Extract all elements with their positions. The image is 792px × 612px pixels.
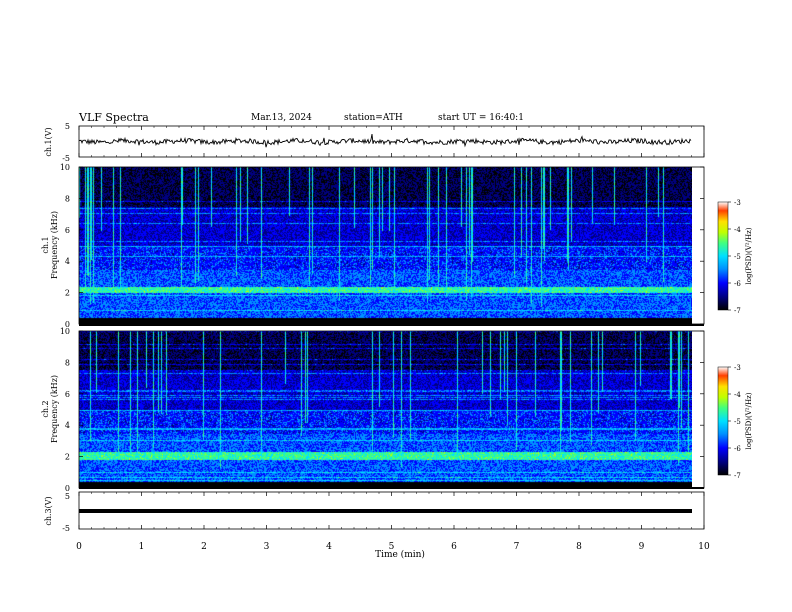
x-tick-label: 0 bbox=[76, 542, 82, 552]
ch1-trace-line bbox=[78, 134, 692, 148]
x-tick-label: 5 bbox=[389, 542, 395, 552]
freq-tick-label: 10 bbox=[60, 327, 70, 336]
freq-tick-label: 8 bbox=[65, 194, 70, 203]
spectrogram-raster bbox=[79, 167, 692, 324]
ch3-ylabel: ch.3(V) bbox=[44, 496, 53, 525]
freq-tick-label: 2 bbox=[65, 289, 70, 298]
separator-bar-2 bbox=[79, 487, 704, 489]
freq-tick-label: 6 bbox=[65, 226, 70, 235]
ch2-spec-ylabel2: Frequency (kHz) bbox=[50, 375, 59, 443]
ch1-ylabel: ch.1(V) bbox=[44, 127, 53, 156]
ch3-ytick-top: 5 bbox=[65, 492, 70, 501]
x-tick-label: 10 bbox=[698, 542, 710, 552]
x-tick-label: 3 bbox=[264, 542, 270, 552]
ch1-spec-ylabel2: Frequency (kHz) bbox=[50, 211, 59, 279]
x-tick-label: 4 bbox=[326, 542, 332, 552]
ch1-colorbar bbox=[717, 201, 729, 311]
ch1-colorbar-label: log(PSD)(V²/Hz) bbox=[745, 227, 753, 284]
ch3-ytick-bottom: -5 bbox=[62, 524, 70, 533]
colorbar-tick-label: -3 bbox=[734, 364, 741, 372]
date-label: Mar.13, 2024 bbox=[251, 113, 312, 123]
ch1-ytick-bottom: -5 bbox=[62, 154, 70, 163]
chart-title: VLF Spectra bbox=[79, 111, 149, 124]
ch1-ytick-top: 5 bbox=[65, 122, 70, 131]
ch2-colorbar-label: log(PSD)(V²/Hz) bbox=[745, 392, 753, 449]
ch3-panel: 5 -5 ch.3(V) bbox=[44, 491, 705, 533]
ch1-trace bbox=[78, 134, 692, 148]
freq-tick-label: 10 bbox=[60, 163, 70, 172]
x-tick-label: 2 bbox=[201, 542, 207, 552]
freq-tick-label: 0 bbox=[65, 320, 70, 329]
spectrogram-raster bbox=[79, 331, 692, 488]
colorbar-tick-label: -7 bbox=[734, 472, 741, 480]
x-axis-label: Time (min) bbox=[375, 549, 425, 560]
ch1-spec-ylabel1: ch.1 bbox=[41, 236, 50, 253]
colorbar-tick-label: -6 bbox=[734, 445, 741, 453]
freq-tick-label: 0 bbox=[65, 484, 70, 493]
ch2-colorbar bbox=[717, 366, 729, 476]
ch2-spectrogram-image bbox=[79, 331, 692, 488]
colorbar-tick-label: -7 bbox=[734, 307, 741, 315]
freq-tick-label: 4 bbox=[65, 257, 70, 266]
ch1-spectrogram-image bbox=[79, 167, 692, 324]
x-tick-label: 1 bbox=[139, 542, 145, 552]
freq-tick-label: 6 bbox=[65, 390, 70, 399]
colorbar-tick-label: -5 bbox=[734, 253, 741, 261]
colorbar-tick-label: -4 bbox=[734, 391, 741, 399]
station-label: station=ATH bbox=[344, 113, 403, 123]
colorbar-tick-label: -6 bbox=[734, 280, 741, 288]
x-tick-label: 6 bbox=[451, 542, 457, 552]
freq-tick-label: 4 bbox=[65, 421, 70, 430]
colorbar-tick-label: -5 bbox=[734, 418, 741, 426]
freq-tick-label: 8 bbox=[65, 358, 70, 367]
colorbar-tick-label: -3 bbox=[734, 199, 741, 207]
ch3-trace bbox=[79, 509, 692, 513]
separator-bar bbox=[79, 324, 704, 326]
x-tick-label: 9 bbox=[639, 542, 645, 552]
ch2-spec-ylabel1: ch.2 bbox=[41, 400, 50, 417]
freq-tick-label: 2 bbox=[65, 453, 70, 462]
colorbar-tick-label: -4 bbox=[734, 226, 741, 234]
ch1-panel: 5 -5 ch.1(V) bbox=[44, 122, 705, 163]
x-tick-label: 7 bbox=[514, 542, 520, 552]
x-axis: 0 1 2 3 4 5 6 7 8 9 10 bbox=[76, 126, 710, 552]
start-ut-label: start UT = 16:40:1 bbox=[438, 113, 524, 123]
x-tick-label: 8 bbox=[576, 542, 582, 552]
